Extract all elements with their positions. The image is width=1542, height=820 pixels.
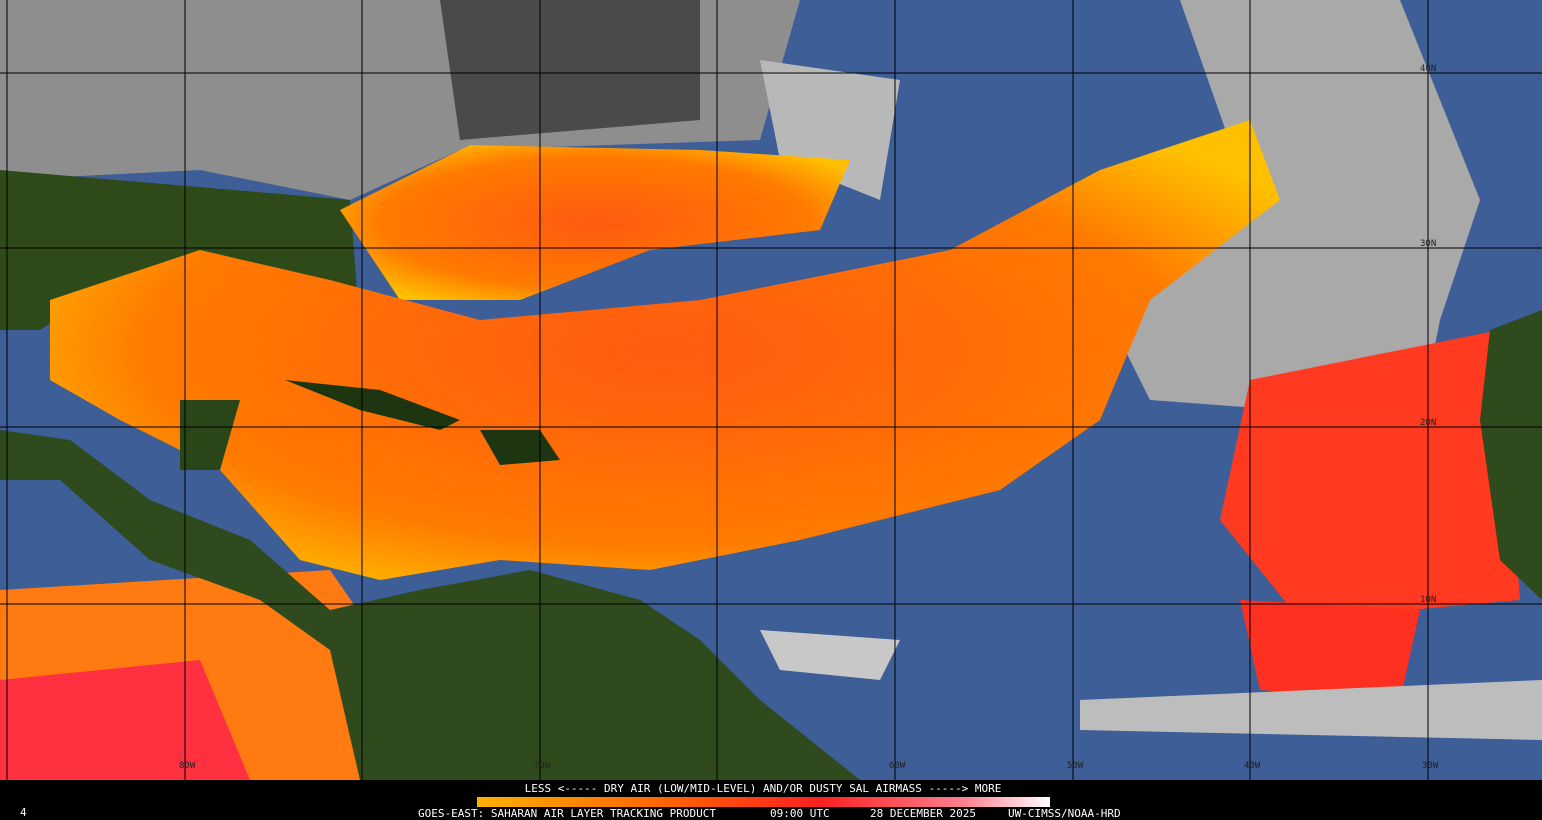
frame-number: 4: [20, 806, 27, 819]
longitude-label: 40W: [1244, 761, 1261, 771]
land-cuba: [285, 380, 460, 430]
longitude-label: 50W: [1067, 761, 1084, 771]
latitude-label: 10N: [1420, 595, 1436, 605]
credit: UW-CIMSS/NOAA-HRD: [1008, 807, 1121, 820]
dark-sea: [440, 0, 700, 140]
dry-air-africa: [1220, 330, 1520, 620]
cloud-east: [1100, 0, 1480, 420]
cloud-south: [760, 630, 900, 680]
longitude-label: 60W: [889, 761, 906, 771]
latitude-label: 30N: [1420, 239, 1436, 249]
land-africa: [1480, 310, 1542, 600]
latitude-label: 40N: [1420, 64, 1436, 74]
land-central-south-america: [0, 430, 860, 780]
product-name: GOES-EAST: SAHARAN AIR LAYER TRACKING PR…: [418, 807, 716, 820]
dry-air-north: [340, 145, 850, 300]
dry-air-pacific-core: [0, 660, 250, 780]
time: 09:00 UTC: [770, 807, 830, 820]
longitude-label: 30W: [1422, 761, 1439, 771]
latitude-label: 20N: [1420, 418, 1436, 428]
colorbar: [477, 797, 1050, 807]
cloud-itcz: [1080, 680, 1542, 740]
imagery: [0, 0, 1542, 780]
longitude-label: 70W: [534, 761, 551, 771]
dry-air-band: [50, 120, 1280, 580]
land-yucatan: [180, 400, 240, 470]
colorbar-label: LESS <----- DRY AIR (LOW/MID-LEVEL) AND/…: [525, 782, 1002, 795]
dry-air-south: [1240, 600, 1420, 700]
date: 28 DECEMBER 2025: [870, 807, 976, 820]
longitude-label: 80W: [179, 761, 196, 771]
grid: [0, 0, 1542, 780]
